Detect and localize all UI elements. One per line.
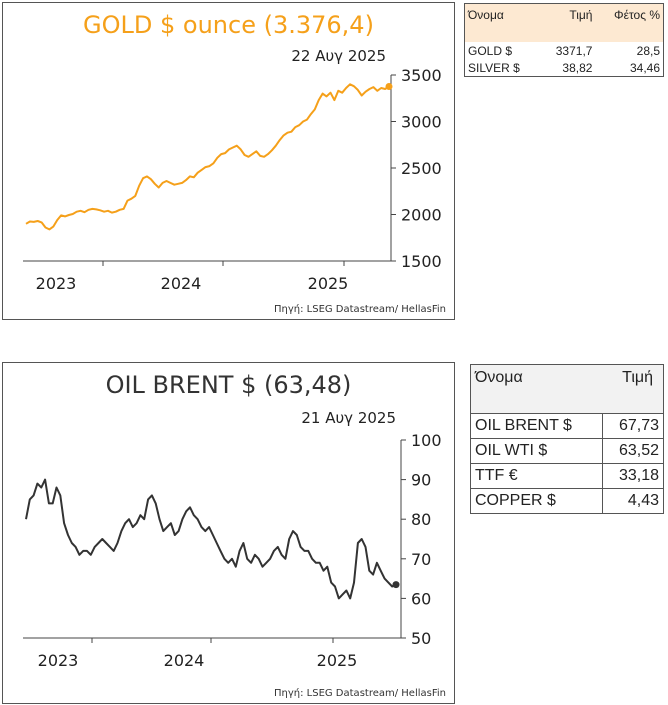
gold-chart-panel: GOLD $ ounce (3.376,4) 22 Αυγ 2025 1500 2… [2, 2, 455, 320]
silver-row-name: SILVER $ [468, 60, 520, 75]
gold-table-header-row: Όνομα Τιμή Φέτος % [464, 3, 664, 42]
silver-row-ytd: 34,46 [629, 60, 660, 75]
y-tick-label: 3500 [401, 66, 442, 85]
gold-row-name: GOLD $ [468, 43, 513, 58]
oil-table-header-row: Όνομα Τιμή [470, 364, 664, 414]
oil-chart-title: OIL BRENT $ (63,48) [105, 371, 352, 399]
y-tick-label: 1500 [401, 252, 442, 271]
oil-chart-date: 21 Αυγ 2025 [301, 409, 396, 427]
gold-table-header-name: Όνομα [464, 3, 541, 42]
ttf-row-price: 33,18 [601, 463, 665, 489]
oil-line-chart: 50 60 70 80 90 100 2023 2024 2025 [23, 431, 442, 670]
y-tick-label: 80 [411, 510, 431, 529]
y-tick-label: 60 [411, 589, 431, 608]
y-tick-label: 50 [411, 629, 431, 648]
gold-line-chart: 1500 2000 2500 3000 3500 2023 2024 2025 [23, 66, 442, 293]
series-line [25, 478, 397, 600]
x-tick-label: 2023 [38, 651, 79, 670]
oil-chart-panel: OIL BRENT $ (63,48) 21 Αυγ 2025 50 60 70 80… [2, 362, 455, 704]
table-row: GOLD $ 3371,7 28,5 [465, 42, 664, 59]
gold-quote-table: Όνομα Τιμή Φέτος % GOLD $ 3371,7 28,5 SI… [464, 3, 664, 77]
y-tick-label: 2000 [401, 206, 442, 225]
series-line [25, 83, 390, 231]
table-row: TTF € 33,18 [470, 463, 665, 489]
oil-quote-table: Όνομα Τιμή OIL BRENT $ 67,73 OIL WTI $ 6… [470, 364, 665, 514]
x-tick-label: 2025 [308, 274, 349, 293]
copper-row-price: 4,43 [601, 488, 665, 514]
gold-table-header-price: Τιμή [540, 3, 596, 42]
oil-table-header-price: Τιμή [602, 364, 664, 414]
end-point-marker [385, 82, 393, 90]
gold-chart-title: GOLD $ ounce (3.376,4) [83, 11, 374, 39]
brent-row-name: OIL BRENT $ [470, 413, 603, 439]
silver-row-price: 38,82 [562, 60, 593, 75]
y-tick-label: 2500 [401, 159, 442, 178]
x-tick-label: 2024 [161, 274, 202, 293]
gold-row-price: 3371,7 [555, 43, 593, 58]
wti-row-price: 63,52 [601, 438, 665, 464]
y-tick-label: 90 [411, 471, 431, 490]
gold-chart-date: 22 Αυγ 2025 [291, 47, 386, 65]
gold-table-header-ytd: Φέτος % [595, 3, 664, 42]
gold-row-ytd: 28,5 [636, 43, 660, 58]
wti-row-name: OIL WTI $ [470, 438, 603, 464]
table-row: COPPER $ 4,43 [470, 488, 665, 514]
table-row: SILVER $ 38,82 34,46 [465, 59, 664, 77]
x-tick-label: 2025 [317, 651, 358, 670]
end-point-marker [392, 581, 400, 589]
table-row: OIL WTI $ 63,52 [470, 438, 665, 464]
y-tick-label: 70 [411, 550, 431, 569]
copper-row-name: COPPER $ [470, 488, 603, 514]
oil-chart-source: Πηγή: LSEG Datastream/ HellasFin [273, 688, 446, 699]
y-tick-label: 100 [411, 431, 442, 450]
x-tick-label: 2023 [36, 274, 77, 293]
gold-chart-source: Πηγή: LSEG Datastream/ HellasFin [273, 304, 446, 315]
y-tick-label: 3000 [401, 113, 442, 132]
oil-table-header-name: Όνομα [470, 364, 603, 414]
brent-row-price: 67,73 [601, 413, 665, 439]
table-row: OIL BRENT $ 67,73 [470, 413, 665, 439]
ttf-row-name: TTF € [470, 463, 603, 489]
x-tick-label: 2024 [164, 651, 205, 670]
